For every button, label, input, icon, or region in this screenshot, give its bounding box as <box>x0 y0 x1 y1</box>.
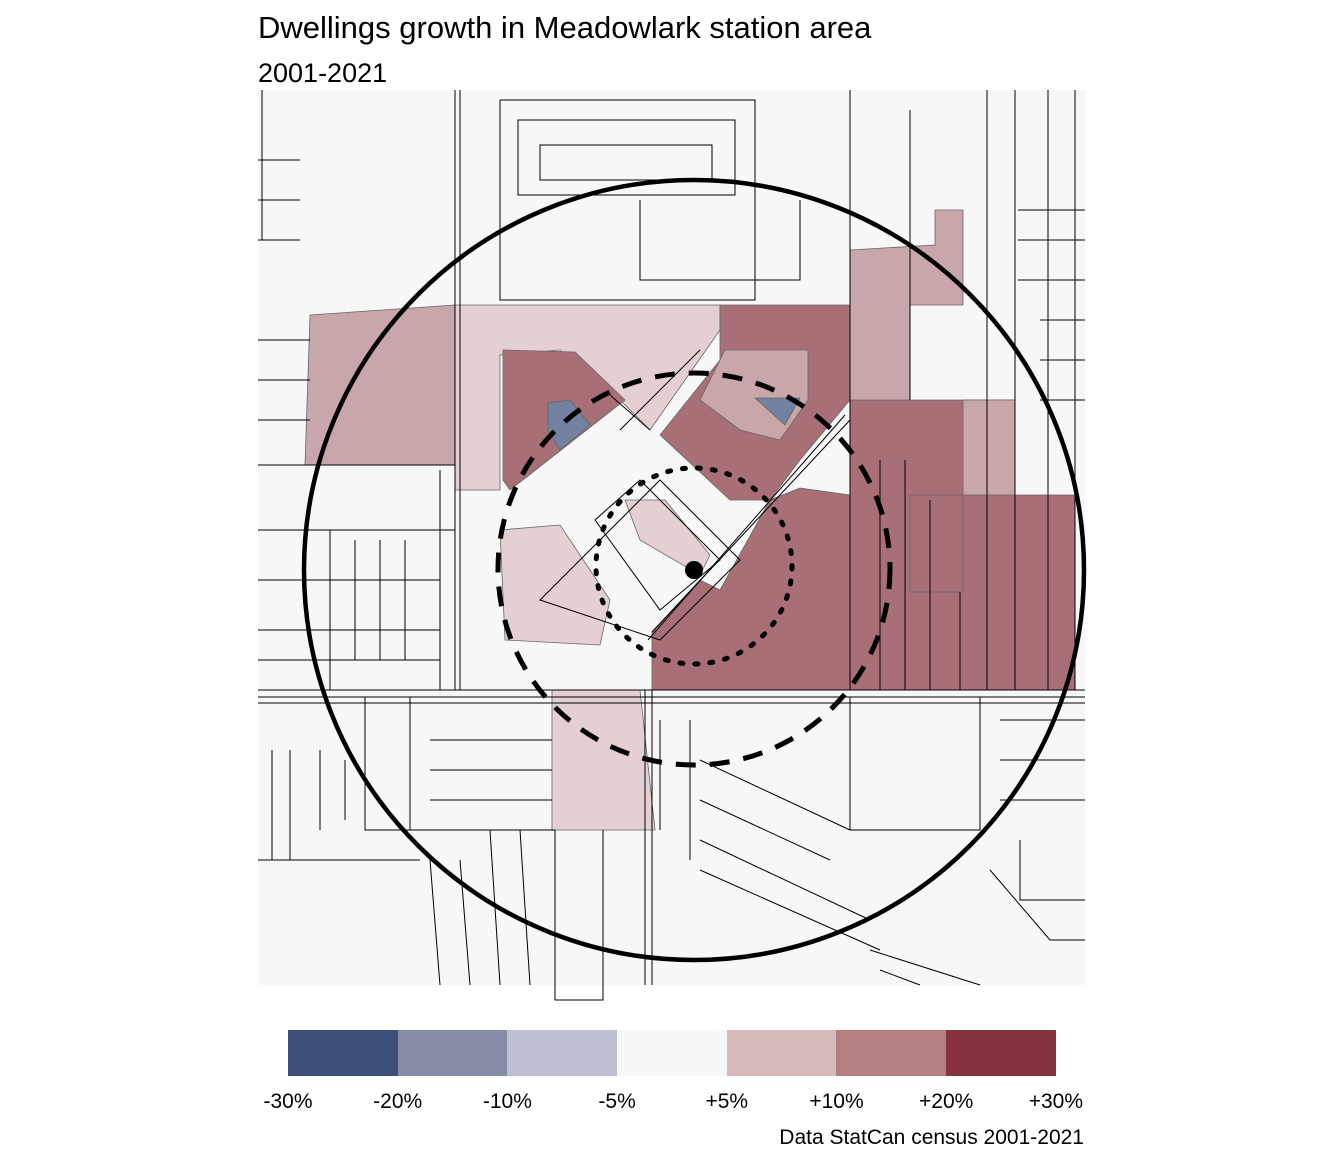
road <box>651 419 851 633</box>
legend-label: -30% <box>263 1090 313 1113</box>
legend-label: +10% <box>809 1090 864 1113</box>
legend-swatch <box>836 1030 947 1076</box>
road <box>609 349 701 431</box>
legend-swatch <box>726 1030 837 1076</box>
color-legend <box>288 1030 1056 1076</box>
data-source-caption: Data StatCan census 2001-2021 <box>779 1126 1084 1149</box>
legend-label: +30% <box>1028 1090 1084 1113</box>
zone-strong-growth <box>909 494 964 593</box>
legend-label: +20% <box>919 1090 974 1113</box>
road <box>594 479 721 611</box>
inner-ring <box>593 465 795 667</box>
legend-swatch <box>507 1030 618 1076</box>
road <box>849 697 981 831</box>
legend-swatch <box>397 1030 508 1076</box>
legend-label: -5% <box>598 1090 636 1113</box>
road <box>659 720 881 951</box>
road <box>1018 209 1085 401</box>
legend-label: -20% <box>373 1090 423 1113</box>
road <box>869 949 981 986</box>
road <box>517 119 736 196</box>
legend-label: -10% <box>482 1090 532 1113</box>
legend-swatch <box>617 1030 727 1076</box>
road <box>647 414 846 641</box>
road <box>364 697 555 831</box>
census-zones <box>258 90 1085 985</box>
zone-light-growth <box>624 499 711 576</box>
map-subtitle: 2001-2021 <box>258 58 388 88</box>
road-network <box>258 90 1085 1001</box>
road <box>989 719 1085 941</box>
zone-decline <box>753 397 801 426</box>
road <box>639 200 801 281</box>
legend-label: +5% <box>705 1090 749 1113</box>
middle-ring <box>495 370 893 768</box>
road <box>271 750 346 860</box>
zone-medium-growth <box>962 399 1016 496</box>
map-title: Dwellings growth in Meadowlark station a… <box>258 10 872 45</box>
legend-swatch <box>288 1030 398 1076</box>
zone-light-growth <box>551 689 656 831</box>
legend-swatch <box>946 1030 1056 1076</box>
outer-ring <box>301 177 1087 963</box>
station-marker <box>685 561 703 579</box>
zone-medium-growth <box>849 209 964 401</box>
